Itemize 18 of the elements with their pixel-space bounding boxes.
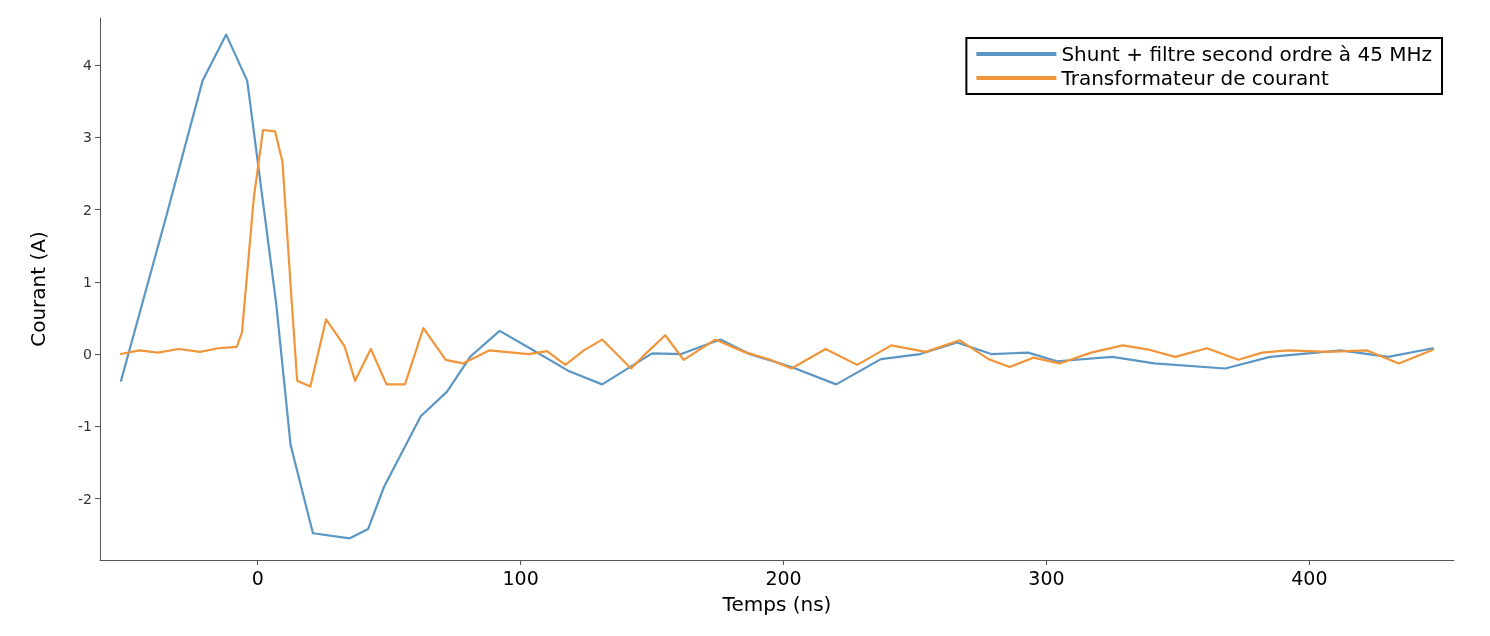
x-tick-label: 0 bbox=[251, 566, 264, 589]
x-axis-title: Temps (ns) bbox=[721, 592, 832, 616]
y-tick-label: 1 bbox=[83, 273, 92, 290]
y-tick-label: -1 bbox=[78, 418, 92, 435]
x-tick-label: 200 bbox=[765, 566, 802, 589]
line-series bbox=[119, 128, 1435, 388]
x-tick-label: 100 bbox=[502, 566, 539, 589]
y-tick-label: 0 bbox=[83, 346, 92, 363]
y-axis-title: Courant (A) bbox=[26, 231, 50, 347]
y-tick-label: 4 bbox=[83, 56, 93, 73]
y-tick-label: 2 bbox=[83, 201, 92, 218]
y-tick-label: 3 bbox=[83, 129, 92, 146]
x-tick-label: 400 bbox=[1291, 566, 1328, 589]
line-series bbox=[119, 33, 1435, 540]
y-tick-label: -2 bbox=[78, 490, 92, 507]
legend-label: Transformateur de courant bbox=[1060, 66, 1329, 90]
legend-label: Shunt + filtre second ordre à 45 MHz bbox=[1061, 42, 1432, 66]
x-tick-label: 300 bbox=[1028, 566, 1065, 589]
